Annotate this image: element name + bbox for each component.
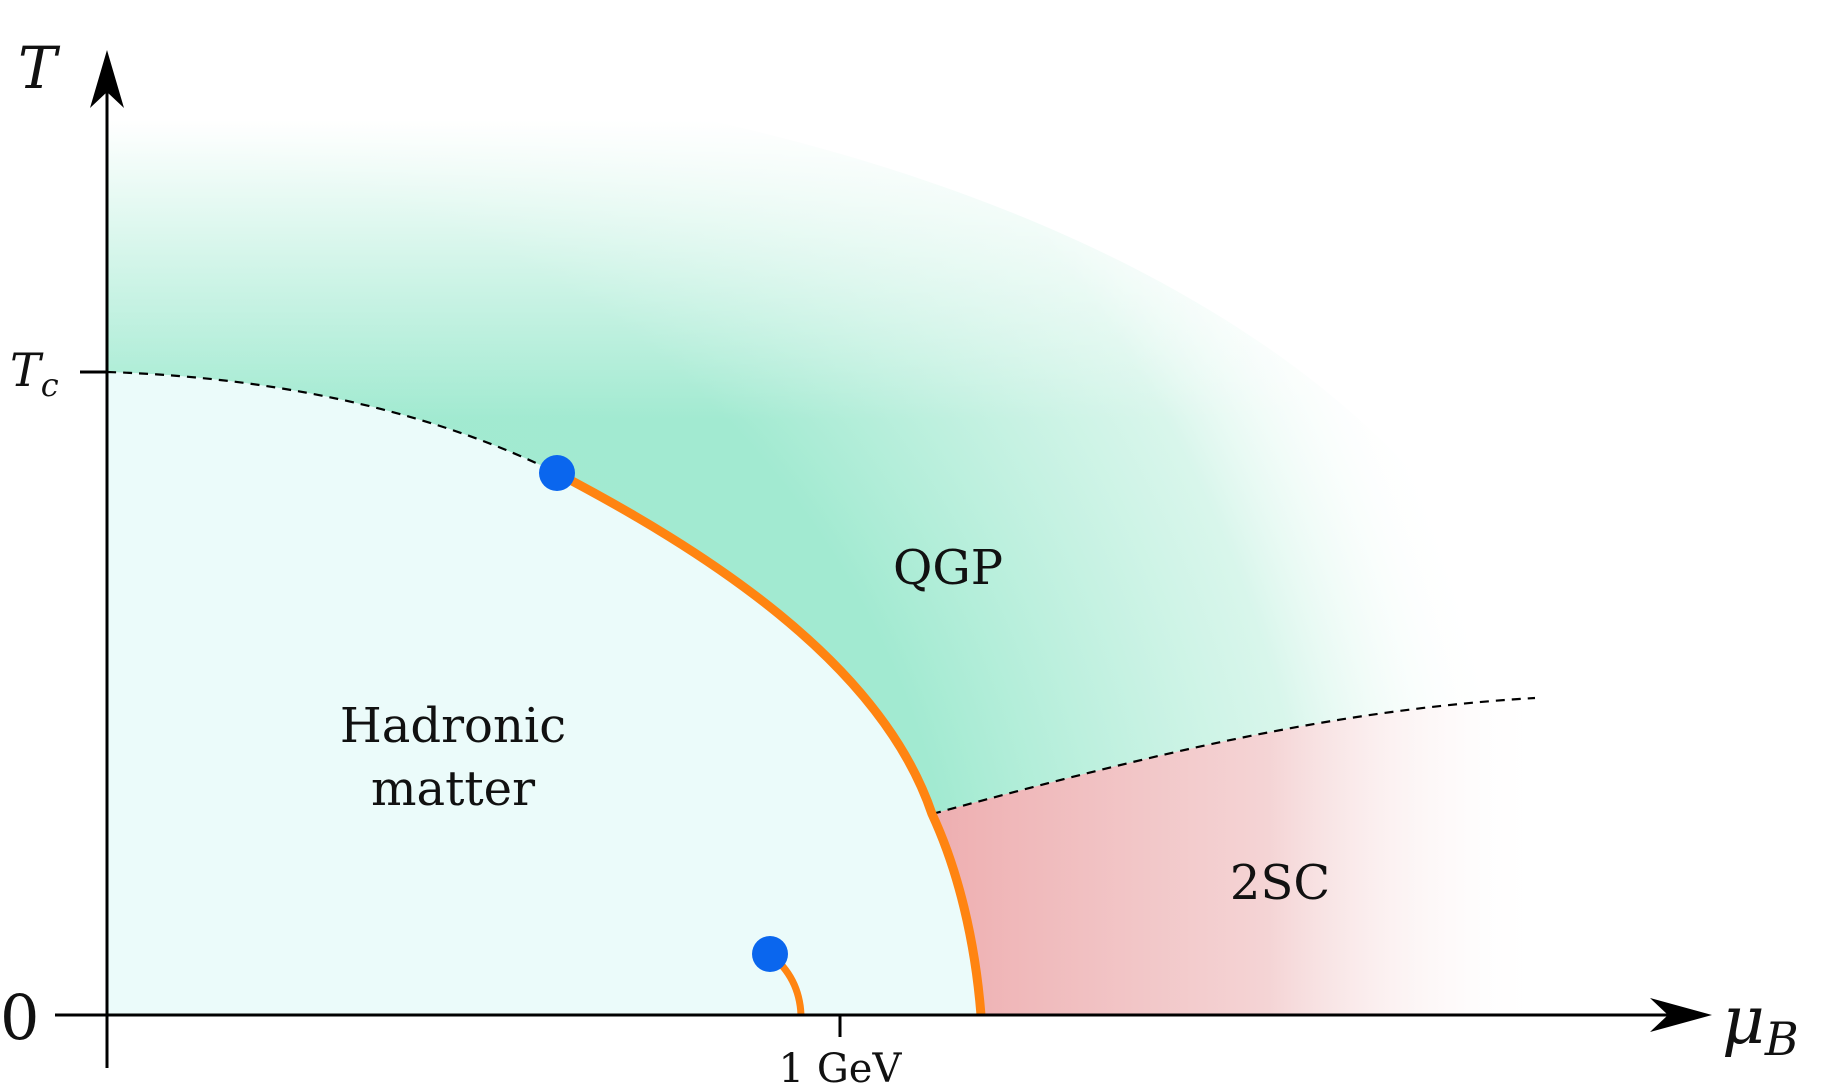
x-axis-label-symbol: μ [1722,982,1765,1059]
y-tick-tc-sub: c [41,366,59,404]
y-tick-tc-label: Tc [10,343,59,404]
hadronic-label-line1: Hadronic [340,698,566,754]
critical-point-lower [752,936,788,972]
hadronic-region [107,372,981,1015]
y-axis-label: T [18,34,61,102]
qgp-label: QGP [893,540,1003,596]
two-sc-label: 2SC [1230,855,1330,911]
first-order-line [554,469,986,1016]
origin-label: 0 [0,981,39,1054]
y-tick-tc-main: T [10,343,44,397]
hadronic-label-line2: matter [371,761,535,817]
qgp-2sc-boundary [931,696,1536,816]
x-tick-1gev-label: 1 GeV [779,1046,903,1085]
crossover-line [106,370,558,474]
two-sc-region [932,698,1545,1015]
x-axis-label: μB [1722,982,1799,1066]
y-axis-arrowhead [90,50,124,108]
qgp-top-fade [107,100,1557,420]
x-axis-arrowhead [1650,998,1712,1032]
critical-point-upper [539,455,575,491]
x-axis-label-sub: B [1764,1012,1799,1066]
